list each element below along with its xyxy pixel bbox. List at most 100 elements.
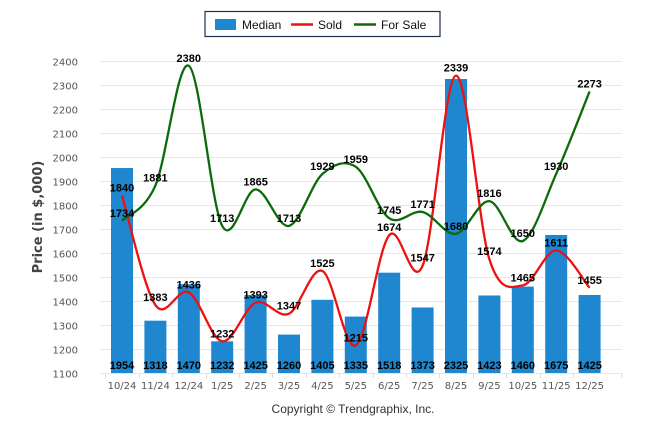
y-tick-label: 1500 (53, 274, 78, 285)
median-bar (311, 299, 334, 373)
median-value-label: 1318 (143, 360, 167, 372)
median-bar (411, 307, 434, 373)
median-bar (177, 284, 200, 373)
median-bar (511, 286, 534, 373)
legend-sold-label: Sold (318, 18, 342, 32)
sold-value-label: 1525 (310, 258, 334, 270)
sold-value-label: 1574 (477, 246, 502, 258)
sold-value-label: 1436 (177, 279, 201, 291)
for-sale-value-label: 1881 (143, 173, 167, 185)
y-tick-label: 2200 (53, 106, 78, 117)
sold-value-label: 1347 (277, 301, 301, 313)
sold-value-label: 1465 (511, 272, 535, 284)
sold-value-label: 2339 (444, 63, 468, 75)
for-sale-value-label: 1734 (110, 208, 135, 220)
x-axis-ticks: 10/24 11/24 12/24 1/25 2/25 3/25 4/25 5/25 6/25 7… (105, 373, 623, 392)
x-tick-label: 3/25 (278, 381, 300, 392)
median-value-label: 1470 (177, 360, 201, 372)
for-sale-value-label: 1745 (377, 205, 401, 217)
x-tick-label: 12/24 (174, 381, 203, 392)
x-tick-label: 9/25 (478, 381, 500, 392)
data-labels: 1954 1318 1470 1232 1425 1260 1405 1335 1518 1373… (110, 53, 602, 372)
for-sale-value-label: 1771 (410, 199, 434, 211)
median-bar (144, 320, 167, 373)
median-value-label: 1675 (544, 360, 568, 372)
y-tick-label: 2000 (53, 154, 78, 165)
y-tick-label: 2100 (53, 130, 78, 141)
x-tick-label: 10/24 (108, 381, 137, 392)
y-tick-label: 1100 (53, 370, 78, 381)
copyright-text: Copyright © Trendgraphix, Inc. (272, 402, 435, 416)
x-tick-label: 5/25 (345, 381, 367, 392)
x-tick-label: 1/25 (211, 381, 233, 392)
median-value-label: 1335 (344, 360, 368, 372)
for-sale-value-label: 2380 (177, 53, 201, 65)
y-tick-label: 1900 (53, 178, 78, 189)
for-sale-value-label: 2273 (577, 78, 601, 90)
median-value-label: 2325 (444, 360, 468, 372)
for-sale-line (121, 64, 591, 243)
sold-value-label: 1840 (110, 182, 134, 194)
x-tick-label: 4/25 (311, 381, 333, 392)
median-value-label: 1423 (477, 360, 501, 372)
median-bar (478, 295, 501, 373)
for-sale-value-label: 1680 (444, 221, 468, 233)
for-sale-value-label: 1930 (544, 161, 568, 173)
x-tick-label: 7/25 (411, 381, 433, 392)
x-tick-label: 10/25 (508, 381, 537, 392)
y-tick-label: 1700 (53, 226, 78, 237)
median-bar (445, 79, 467, 373)
trend-lines (120, 64, 591, 347)
y-tick-label: 1600 (53, 250, 78, 261)
y-tick-label: 2400 (53, 58, 78, 69)
median-value-label: 1954 (110, 360, 135, 372)
median-bar (211, 341, 234, 373)
median-value-label: 1373 (410, 360, 434, 372)
sold-value-label: 1455 (577, 275, 601, 287)
for-sale-value-label: 1959 (344, 154, 368, 166)
for-sale-value-label: 1816 (477, 188, 501, 200)
y-tick-label: 1300 (53, 322, 78, 333)
sold-value-label: 1674 (377, 222, 402, 234)
sold-value-label: 1393 (243, 290, 267, 302)
median-value-label: 1232 (210, 360, 234, 372)
x-tick-label: 6/25 (378, 381, 400, 392)
y-axis-label: Price (in $,000) (31, 161, 46, 274)
sold-value-label: 1611 (544, 237, 568, 249)
median-bars (111, 79, 601, 373)
x-tick-label: 11/24 (141, 381, 170, 392)
y-tick-label: 2300 (53, 82, 78, 93)
y-tick-label: 1400 (53, 298, 78, 309)
median-bar (278, 334, 300, 373)
median-bar (578, 295, 601, 373)
y-tick-label: 1200 (53, 346, 78, 357)
for-sale-value-label: 1929 (310, 161, 334, 173)
for-sale-value-label: 1713 (277, 213, 301, 225)
y-tick-label: 1800 (53, 202, 78, 213)
median-bar (244, 295, 267, 373)
for-sale-value-label: 1865 (243, 176, 267, 188)
median-bar (378, 272, 401, 373)
sold-value-label: 1232 (210, 328, 234, 340)
median-value-label: 1405 (310, 360, 334, 372)
median-value-label: 1425 (243, 360, 267, 372)
x-tick-label: 12/25 (575, 381, 604, 392)
y-axis-ticks: 1100 1200 1300 1400 1500 1600 1700 1800 1900 2000… (53, 58, 78, 381)
median-value-label: 1425 (577, 360, 601, 372)
for-sale-value-label: 1650 (511, 228, 535, 240)
legend-for-sale-label: For Sale (381, 18, 427, 32)
sold-value-label: 1215 (344, 332, 368, 344)
legend-box (204, 10, 441, 38)
legend: Median Sold For Sale (204, 10, 441, 38)
x-tick-label: 11/25 (542, 381, 571, 392)
x-tick-label: 2/25 (244, 381, 266, 392)
sold-value-label: 1383 (143, 292, 167, 304)
gridlines (100, 61, 622, 374)
for-sale-value-label: 1713 (210, 213, 234, 225)
legend-median-label: Median (242, 18, 281, 32)
median-bar (545, 235, 568, 373)
median-value-label: 1518 (377, 360, 401, 372)
sold-value-label: 1547 (410, 253, 434, 265)
x-tick-label: 8/25 (445, 381, 467, 392)
